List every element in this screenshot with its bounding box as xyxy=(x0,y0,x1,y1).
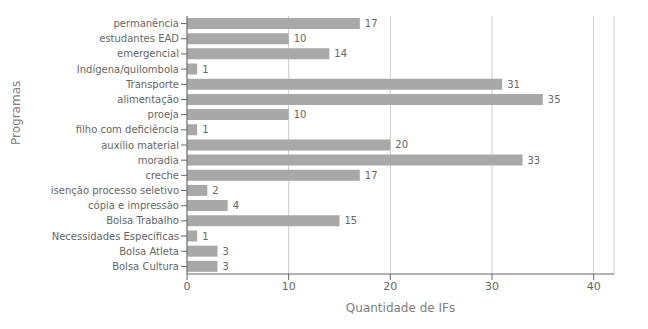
svg-text:14: 14 xyxy=(334,48,347,59)
svg-text:31: 31 xyxy=(507,79,520,90)
svg-text:1: 1 xyxy=(202,124,208,135)
svg-text:10: 10 xyxy=(294,109,307,120)
svg-text:30: 30 xyxy=(485,280,499,293)
svg-text:20: 20 xyxy=(395,139,408,150)
svg-text:auxílio material: auxílio material xyxy=(101,140,179,151)
svg-text:Transporte: Transporte xyxy=(125,79,179,90)
svg-text:4: 4 xyxy=(233,200,239,211)
svg-text:Programas: Programas xyxy=(9,81,23,145)
svg-text:emergencial: emergencial xyxy=(117,48,179,59)
svg-text:3: 3 xyxy=(223,261,229,272)
svg-text:Bolsa Trabalho: Bolsa Trabalho xyxy=(106,215,179,226)
svg-text:3: 3 xyxy=(223,246,229,257)
svg-text:2: 2 xyxy=(212,185,218,196)
svg-text:filho com deficiência: filho com deficiência xyxy=(76,124,179,135)
svg-text:15: 15 xyxy=(345,215,358,226)
svg-text:Bolsa Atleta: Bolsa Atleta xyxy=(119,246,179,257)
svg-text:Bolsa Cultura: Bolsa Cultura xyxy=(112,261,179,272)
svg-text:alimentação: alimentação xyxy=(117,94,179,105)
svg-text:1: 1 xyxy=(202,231,208,242)
svg-text:10: 10 xyxy=(294,33,307,44)
svg-text:35: 35 xyxy=(548,94,561,105)
svg-text:Indígena/quilombola: Indígena/quilombola xyxy=(77,64,179,75)
svg-text:proeja: proeja xyxy=(148,109,179,120)
svg-text:0: 0 xyxy=(184,280,191,293)
svg-text:permanência: permanência xyxy=(113,18,179,29)
svg-text:estudantes EAD: estudantes EAD xyxy=(99,33,179,44)
svg-text:17: 17 xyxy=(365,170,378,181)
svg-text:Necessidades Específicas: Necessidades Específicas xyxy=(52,231,179,242)
svg-text:creche: creche xyxy=(145,170,179,181)
svg-text:10: 10 xyxy=(282,280,296,293)
svg-text:17: 17 xyxy=(365,18,378,29)
svg-text:cópia e impressão: cópia e impressão xyxy=(88,200,179,211)
svg-text:1: 1 xyxy=(202,64,208,75)
svg-text:isenção processo seletivo: isenção processo seletivo xyxy=(51,185,179,196)
svg-text:33: 33 xyxy=(528,155,541,166)
svg-text:40: 40 xyxy=(587,280,601,293)
svg-text:Quantidade de IFs: Quantidade de IFs xyxy=(346,301,455,315)
svg-text:moradia: moradia xyxy=(138,155,179,166)
svg-text:20: 20 xyxy=(383,280,397,293)
